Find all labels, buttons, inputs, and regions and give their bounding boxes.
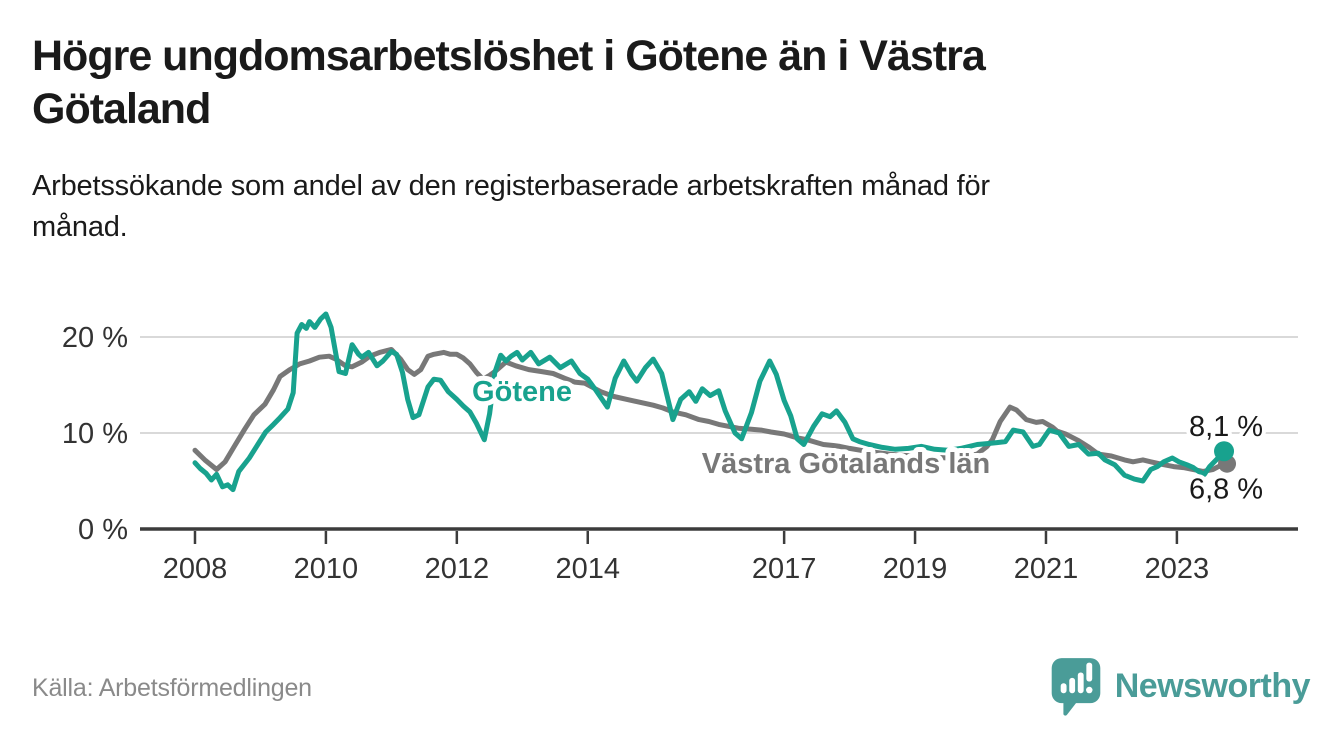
x-tick-label-2010: 2010 xyxy=(294,553,359,585)
page-title: Högre ungdomsarbetslöshet i Götene än i … xyxy=(32,30,1292,136)
newsworthy-logo-icon xyxy=(1051,658,1101,716)
y-tick-label-0: 0 % xyxy=(78,514,128,546)
x-tick-label-2021: 2021 xyxy=(1014,553,1079,585)
series-line-vastra-gotalands-lan xyxy=(192,347,1227,474)
series-label-vastra-gotalands-lan: Västra Götalands län xyxy=(702,448,991,480)
newsworthy-brand: Newsworthy xyxy=(1049,656,1311,716)
subtitle-line-2: månad. xyxy=(32,211,128,243)
y-tick-label-20: 20 % xyxy=(62,322,128,354)
x-tick-label-2012: 2012 xyxy=(425,553,490,585)
end-label-vastra-gotalands-lan: 6,8 % xyxy=(1189,474,1263,506)
x-tick-label-2014: 2014 xyxy=(555,553,620,585)
logo-bar-chart-icon xyxy=(1060,662,1093,694)
title-line-1: Högre ungdomsarbetslöshet i Götene än i … xyxy=(32,32,986,80)
y-tick-label-10: 10 % xyxy=(62,418,128,450)
chart-subtitle: Arbetssökande som andel av den registerb… xyxy=(32,166,1272,248)
subtitle-line-1: Arbetssökande som andel av den registerb… xyxy=(32,170,990,202)
series-label-gotene: Götene xyxy=(472,376,572,408)
source-text: Källa: Arbetsförmedlingen xyxy=(32,674,312,702)
title-line-2: Götaland xyxy=(32,85,211,133)
logo-bubble-shape xyxy=(1051,658,1101,716)
x-tick-label-2008: 2008 xyxy=(163,553,228,585)
x-tick-label-2019: 2019 xyxy=(883,553,948,585)
brand-name: Newsworthy xyxy=(1114,666,1311,705)
x-tick-label-2017: 2017 xyxy=(752,553,817,585)
end-dot-gotene xyxy=(1214,441,1235,462)
x-tick-label-2023: 2023 xyxy=(1145,553,1210,585)
series-line-gotene xyxy=(192,311,1227,493)
end-label-gotene: 8,1 % xyxy=(1189,411,1263,443)
